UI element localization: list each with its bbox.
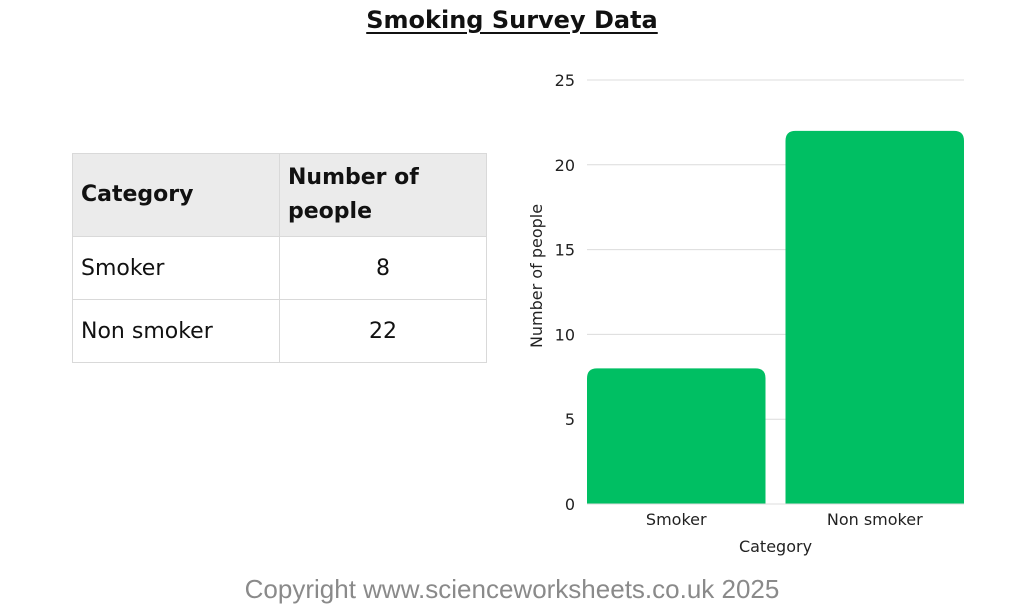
bar [587,368,766,504]
page-title: Smoking Survey Data [366,6,658,34]
y-tick-label: 0 [565,495,575,514]
table-cell-count: 22 [279,299,487,363]
y-tick-label: 10 [555,325,575,344]
table-header-category: Category [72,153,280,237]
x-tick-label: Smoker [646,510,707,529]
y-tick-label: 5 [565,410,575,429]
bar-chart: 0 5 10 15 20 25 Smoker Non smoker Category Number… [527,71,964,556]
data-table: Category Number of people Smoker 8 Non s… [72,153,487,363]
table-cell-category: Smoker [72,236,280,300]
table-row: Non smoker 22 [72,299,487,363]
table-header-count: Number of people [279,153,487,237]
bar [785,130,964,504]
y-tick-label: 15 [555,241,575,260]
table-cell-count: 8 [279,236,487,300]
table-header-row: Category Number of people [72,153,487,237]
y-tick-label: 25 [555,71,575,90]
table-row: Smoker 8 [72,236,487,300]
table-cell-category: Non smoker [72,299,280,363]
x-axis-title: Category [739,537,812,556]
copyright-text: Copyright www.scienceworksheets.co.uk 20… [244,574,780,604]
y-axis-title: Number of people [527,204,546,348]
x-tick-label: Non smoker [827,510,923,529]
y-tick-label: 20 [555,156,575,175]
